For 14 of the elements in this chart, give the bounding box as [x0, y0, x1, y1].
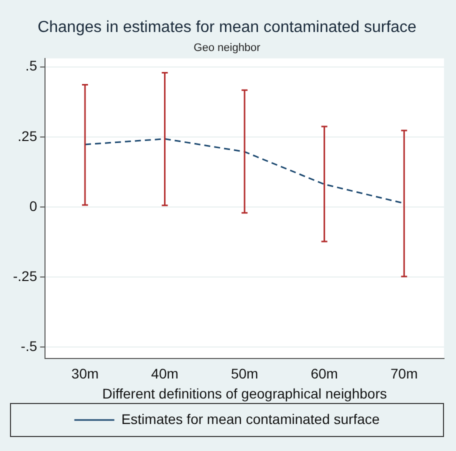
x-tick-label: 70m [390, 366, 418, 382]
x-tick-label: 40m [151, 366, 178, 382]
y-tick-label: 0 [29, 198, 38, 214]
y-tick-label: -.5 [20, 338, 38, 354]
chart-subtitle: Geo neighbor [194, 42, 261, 54]
y-tick-label: .25 [18, 128, 38, 144]
x-tick-label: 50m [230, 366, 258, 382]
x-tick-label: 60m [310, 366, 338, 382]
legend-label: Estimates for mean contaminated surface [121, 410, 380, 427]
y-tick-label: .5 [25, 58, 38, 74]
x-tick-label: 30m [71, 366, 99, 382]
x-axis-title: Different definitions of geographical neighbors [102, 385, 387, 402]
y-tick-label: -.25 [13, 268, 38, 284]
chart-title: Changes in estimates for mean contaminated surface [38, 19, 417, 36]
